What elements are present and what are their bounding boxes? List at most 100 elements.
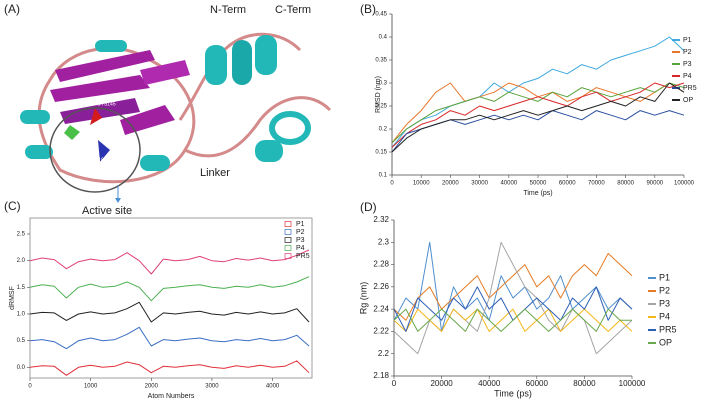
y-tick-label: 0.45 [375, 12, 387, 18]
series-line [393, 252, 633, 321]
strand [55, 50, 155, 82]
protein-structure [20, 32, 332, 203]
frame [29, 217, 313, 379]
legend-swatch [284, 237, 292, 243]
series-line [29, 326, 310, 350]
y-tick-label: 1.0 [17, 312, 26, 318]
y-tick-label: 0.15 [375, 150, 387, 156]
x-tick-label: 2000 [145, 384, 159, 390]
y-tick-label: 2.2 [378, 349, 390, 358]
x-tick-label: 100000 [674, 181, 695, 187]
legend-label: P4 [683, 73, 692, 80]
series-line [29, 276, 310, 302]
legend-swatch [284, 245, 292, 251]
x-tick-label: 0 [390, 181, 394, 187]
residue [64, 125, 80, 140]
annotation: CYS145 [97, 101, 116, 107]
x-tick-label: 20000 [442, 181, 459, 187]
x-tick-label: 100000 [619, 379, 646, 388]
y-tick-label: 2.18 [373, 371, 389, 380]
x-tick-label: 50000 [530, 181, 547, 187]
y-tick-label: 2.0 [17, 258, 26, 264]
y-tick-label: 0.3 [379, 81, 388, 87]
x-tick-label: 70000 [588, 181, 605, 187]
helix [25, 145, 53, 159]
series-line [393, 308, 632, 332]
y-tick-label: 0.2 [379, 127, 388, 133]
x-axis-label: Time (ps) [494, 388, 532, 398]
legend-label: P1 [659, 272, 670, 282]
legend-label: PR5 [683, 85, 697, 92]
series-line [391, 82, 685, 148]
x-tick-label: 80000 [573, 379, 596, 388]
x-tick-label: 0 [392, 379, 397, 388]
helix [95, 40, 127, 52]
helix [255, 35, 277, 75]
y-tick-label: 0.4 [379, 35, 388, 41]
series-line [29, 360, 310, 376]
y-tick-label: 2.22 [373, 327, 389, 336]
y-tick-label: 2.24 [373, 304, 389, 313]
y-axis-label: RMSD (nm) [375, 76, 382, 113]
x-tick-label: 0 [28, 384, 32, 390]
helix [20, 110, 50, 124]
helix [140, 155, 170, 171]
series-line [29, 301, 310, 323]
y-axis-label: Rg (nm) [358, 282, 368, 315]
annotation: N-Term [210, 4, 246, 16]
series-line [391, 82, 685, 153]
annotation: Active site [82, 205, 132, 217]
x-tick-label: 3000 [205, 384, 219, 390]
residue [90, 108, 102, 125]
series-line [391, 36, 685, 148]
legend-swatch [284, 253, 292, 259]
y-tick-label: 2.5 [17, 232, 26, 238]
y-tick-label: 0.25 [375, 104, 387, 110]
x-tick-label: 80000 [617, 181, 634, 187]
legend-label: P2 [683, 49, 692, 56]
legend-label: P2 [659, 285, 670, 295]
legend-label: PR5 [296, 253, 310, 260]
x-tick-label: 90000 [646, 181, 663, 187]
x-tick-label: 30000 [471, 181, 488, 187]
annotation: Linker [200, 167, 230, 179]
series-line [393, 241, 633, 332]
y-tick-label: 0.5 [17, 338, 26, 344]
x-tick-label: 40000 [478, 379, 501, 388]
series-line [391, 110, 685, 153]
annotation: GLN189 [88, 157, 107, 163]
strand [60, 98, 140, 124]
legend-label: P3 [296, 237, 305, 244]
panel-label: (D) [360, 200, 377, 214]
active-site-circle [49, 107, 141, 193]
x-axis-label: Time (ps) [523, 190, 552, 197]
legend-label: OP [683, 97, 693, 104]
arrowhead [115, 198, 121, 203]
legend-label: P3 [659, 298, 670, 308]
y-axis-label: dRMSF [9, 286, 16, 310]
x-axis-label: Atom Numbers [148, 393, 195, 400]
panel-label: (A) [4, 2, 20, 16]
panel-label: (C) [4, 199, 21, 213]
annotation: C-Term [275, 4, 311, 16]
helix [232, 40, 252, 85]
legend-label: P1 [296, 221, 305, 228]
coil [184, 96, 332, 158]
legend-label: P3 [683, 61, 692, 68]
legend-label: P4 [659, 311, 670, 321]
strand [140, 60, 190, 85]
helix [255, 140, 283, 162]
helix [269, 111, 311, 145]
legend-label: OP [659, 337, 672, 347]
linker-coil [178, 32, 302, 121]
series-line [393, 308, 633, 332]
x-tick-label: 1000 [84, 384, 98, 390]
residue [98, 140, 110, 162]
series-line [391, 82, 685, 144]
y-tick-label: 2.26 [373, 282, 389, 291]
legend-label: P1 [683, 37, 692, 44]
legend-label: P2 [296, 229, 305, 236]
legend-label: P4 [296, 245, 305, 252]
series-line [29, 249, 310, 275]
